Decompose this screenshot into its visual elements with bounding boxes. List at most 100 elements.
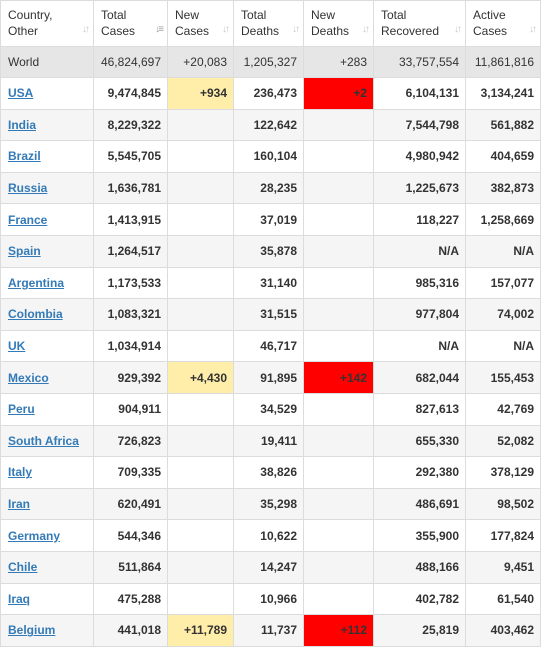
cell-total-cases: 620,491	[94, 488, 168, 521]
value: 1,205,327	[243, 55, 297, 69]
value: +11,789	[183, 623, 227, 638]
cell-new-cases	[168, 299, 234, 331]
country-link[interactable]: Germany	[8, 528, 61, 543]
sort-both-icon[interactable]: ↓↑	[454, 24, 462, 35]
cell-active-cases: 42,769	[466, 393, 541, 426]
sort-both-icon[interactable]: ↓↑	[222, 24, 230, 35]
value: 1,034,914	[107, 339, 161, 354]
cell-total-cases: 1,264,517	[94, 235, 168, 268]
value: 31,140	[260, 275, 297, 290]
cell-new-deaths	[304, 488, 374, 521]
column-header-total-recovered[interactable]: Total Recovered ↓↑	[374, 0, 466, 47]
column-header-label: Country, Other	[8, 7, 52, 39]
country-link[interactable]: USA	[8, 86, 34, 101]
value: 5,545,705	[107, 149, 161, 164]
country-link[interactable]: Argentina	[8, 275, 65, 290]
value: 160,104	[253, 149, 297, 164]
column-header-new-cases[interactable]: New Cases ↓↑	[168, 0, 234, 47]
value: 1,173,533	[107, 275, 161, 290]
value: 74,002	[497, 307, 534, 322]
country-link[interactable]: France	[8, 212, 48, 227]
column-header-label: Total Cases	[101, 7, 135, 39]
country-link[interactable]: Chile	[8, 560, 38, 575]
value: 682,044	[415, 370, 459, 385]
value: N/A	[513, 339, 534, 354]
sort-both-icon[interactable]: ↓↑	[362, 24, 370, 35]
column-header-total-cases[interactable]: Total Cases ↓≡	[94, 0, 168, 47]
cell-total-deaths: 10,622	[234, 520, 304, 552]
cell-new-deaths	[304, 204, 374, 236]
cell-total-deaths: 35,878	[234, 235, 304, 268]
value: 157,077	[490, 275, 534, 290]
country-link[interactable]: UK	[8, 339, 26, 354]
value: 52,082	[497, 433, 534, 448]
country-link[interactable]: Peru	[8, 402, 35, 417]
cell-total-cases: 511,864	[94, 551, 168, 584]
value: 4,980,942	[405, 149, 459, 164]
sort-desc-icon[interactable]: ↓≡	[155, 24, 164, 35]
country-link[interactable]: Iran	[8, 497, 31, 512]
cell-total-deaths: 28,235	[234, 172, 304, 205]
country-name: World	[8, 55, 40, 69]
column-header-label: Total Recovered	[381, 7, 439, 39]
column-header-total-deaths[interactable]: Total Deaths ↓↑	[234, 0, 304, 47]
cell-active-cases: 11,861,816	[466, 47, 541, 78]
country-link[interactable]: Colombia	[8, 307, 63, 322]
column-header-label-line1: Total	[241, 8, 267, 22]
country-link[interactable]: Iraq	[8, 591, 31, 606]
cell-new-deaths	[304, 109, 374, 142]
cell-active-cases: 155,453	[466, 362, 541, 394]
cell-new-cases: +934	[168, 78, 234, 110]
cell-total-cases: 5,545,705	[94, 141, 168, 173]
sort-both-icon[interactable]: ↓↑	[529, 24, 537, 35]
cell-new-cases	[168, 488, 234, 521]
value: 19,411	[260, 433, 297, 448]
cell-active-cases: 98,502	[466, 488, 541, 521]
cell-total-recovered: 402,782	[374, 583, 466, 616]
country-link[interactable]: Mexico	[8, 370, 49, 385]
value: 11,861,816	[474, 55, 534, 69]
column-header-country[interactable]: Country, Other ↓↑	[0, 0, 94, 47]
value: 46,824,697	[100, 55, 161, 69]
cell-total-cases: 8,229,322	[94, 109, 168, 142]
value: 620,491	[117, 497, 161, 512]
value: 904,911	[118, 402, 161, 417]
cell-total-cases: 709,335	[94, 457, 168, 489]
value: 488,166	[415, 560, 459, 575]
cell-total-recovered: 118,227	[374, 204, 466, 236]
cell-total-cases: 726,823	[94, 425, 168, 458]
cell-new-deaths	[304, 330, 374, 363]
value: 46,717	[260, 339, 297, 354]
value: 726,823	[117, 433, 161, 448]
cell-country: India	[0, 109, 94, 142]
cell-active-cases: 378,129	[466, 457, 541, 489]
column-header-new-deaths[interactable]: New Deaths ↓↑	[304, 0, 374, 47]
country-link[interactable]: South Africa	[8, 433, 79, 448]
column-header-label-line2: Cases	[473, 24, 508, 38]
value: N/A	[438, 244, 459, 259]
country-link[interactable]: India	[8, 117, 37, 132]
country-link[interactable]: Italy	[8, 465, 33, 480]
cell-new-cases	[168, 425, 234, 458]
sort-both-icon[interactable]: ↓↑	[82, 24, 90, 35]
cell-new-cases	[168, 109, 234, 142]
country-link[interactable]: Brazil	[8, 149, 41, 164]
cell-new-deaths	[304, 457, 374, 489]
value: +142	[339, 370, 367, 385]
country-link[interactable]: Spain	[8, 244, 41, 259]
value: +2	[353, 86, 367, 101]
cell-total-recovered: 292,380	[374, 457, 466, 489]
value: 7,544,798	[405, 117, 459, 132]
country-link[interactable]: Belgium	[8, 623, 56, 638]
value: 655,330	[415, 433, 459, 448]
value: +4,430	[189, 370, 227, 385]
sort-both-icon[interactable]: ↓↑	[292, 24, 300, 35]
cell-total-deaths: 38,826	[234, 457, 304, 489]
column-header-active-cases[interactable]: Active Cases ↓↑	[466, 0, 541, 47]
cell-country: UK	[0, 330, 94, 363]
column-header-label-line1: Active	[473, 8, 506, 22]
cell-new-deaths: +142	[304, 362, 374, 394]
country-link[interactable]: Russia	[8, 181, 48, 196]
cell-country: Belgium	[0, 615, 94, 647]
cell-total-recovered: 33,757,554	[374, 47, 466, 78]
